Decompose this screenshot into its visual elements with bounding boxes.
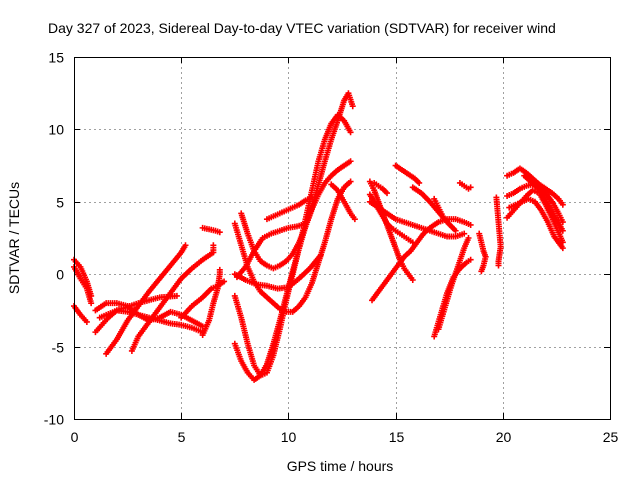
data-points	[71, 90, 566, 383]
series-track-13	[231, 111, 354, 379]
x-axis-label: GPS time / hours	[287, 458, 394, 474]
data-point	[559, 219, 566, 226]
y-tick-label: 0	[56, 267, 64, 283]
data-point	[465, 235, 472, 241]
data-point	[384, 190, 391, 197]
chart-title: Day 327 of 2023, Sidereal Day-to-day VTE…	[48, 20, 556, 36]
data-point	[347, 158, 354, 165]
series-track-28	[435, 235, 472, 333]
data-point	[221, 278, 228, 285]
plot-frame	[74, 57, 611, 420]
series-track-17	[263, 194, 315, 223]
data-point	[308, 194, 315, 201]
series-track-19	[231, 252, 324, 292]
series-track-25	[392, 162, 423, 186]
x-tick-label: 20	[496, 429, 512, 445]
series-track-31	[476, 230, 489, 275]
data-point	[409, 276, 416, 283]
data-point	[210, 242, 217, 249]
series-track-2	[71, 303, 90, 325]
data-point	[347, 129, 354, 136]
data-point	[347, 178, 354, 185]
y-tick-label: 5	[56, 195, 64, 211]
x-tick-label: 25	[603, 429, 619, 445]
data-point	[83, 318, 90, 325]
series-track-18	[328, 181, 358, 223]
series-track-8	[96, 292, 180, 321]
series-track-22	[371, 179, 391, 197]
y-axis-label: SDTVAR / TECUs	[6, 182, 22, 294]
data-point	[302, 220, 309, 227]
y-tick-label: 10	[48, 122, 64, 138]
data-point	[173, 292, 180, 299]
series-track-10	[199, 266, 223, 339]
data-point	[467, 221, 474, 228]
series-track-15	[238, 90, 356, 272]
y-tick-label: -10	[44, 412, 64, 428]
y-tick-label: 15	[48, 50, 64, 66]
data-point	[478, 268, 485, 275]
series-track-16	[233, 220, 309, 281]
x-tick-label: 10	[281, 429, 297, 445]
data-point	[439, 213, 446, 220]
data-point	[495, 262, 502, 269]
data-point	[559, 227, 566, 234]
data-point	[452, 227, 459, 234]
data-point	[88, 300, 95, 307]
data-point	[461, 230, 468, 237]
data-point	[559, 245, 566, 252]
x-tick-label: 15	[389, 429, 405, 445]
data-point	[216, 229, 223, 236]
series-track-6	[103, 242, 189, 357]
series-track-29	[431, 195, 446, 220]
series-track-32	[493, 194, 504, 269]
data-point	[182, 242, 189, 249]
data-point	[416, 179, 423, 186]
x-tick-label: 0	[71, 429, 79, 445]
series-track-11	[199, 224, 223, 236]
series-track-36	[506, 195, 566, 252]
data-point	[559, 201, 566, 208]
axis-ticks: 0 5 10 15 20 25 -10 -5 0 5 10 15	[44, 50, 619, 446]
series-track-30	[456, 179, 474, 192]
data-point	[467, 256, 474, 263]
data-point	[216, 266, 223, 273]
data-point	[467, 184, 474, 191]
series-track-3	[71, 263, 95, 307]
data-point	[317, 252, 324, 259]
x-tick-label: 5	[178, 429, 186, 445]
y-tick-label: -5	[52, 340, 65, 356]
series-track-37	[521, 172, 566, 234]
data-point	[349, 103, 356, 110]
data-point	[351, 216, 358, 223]
